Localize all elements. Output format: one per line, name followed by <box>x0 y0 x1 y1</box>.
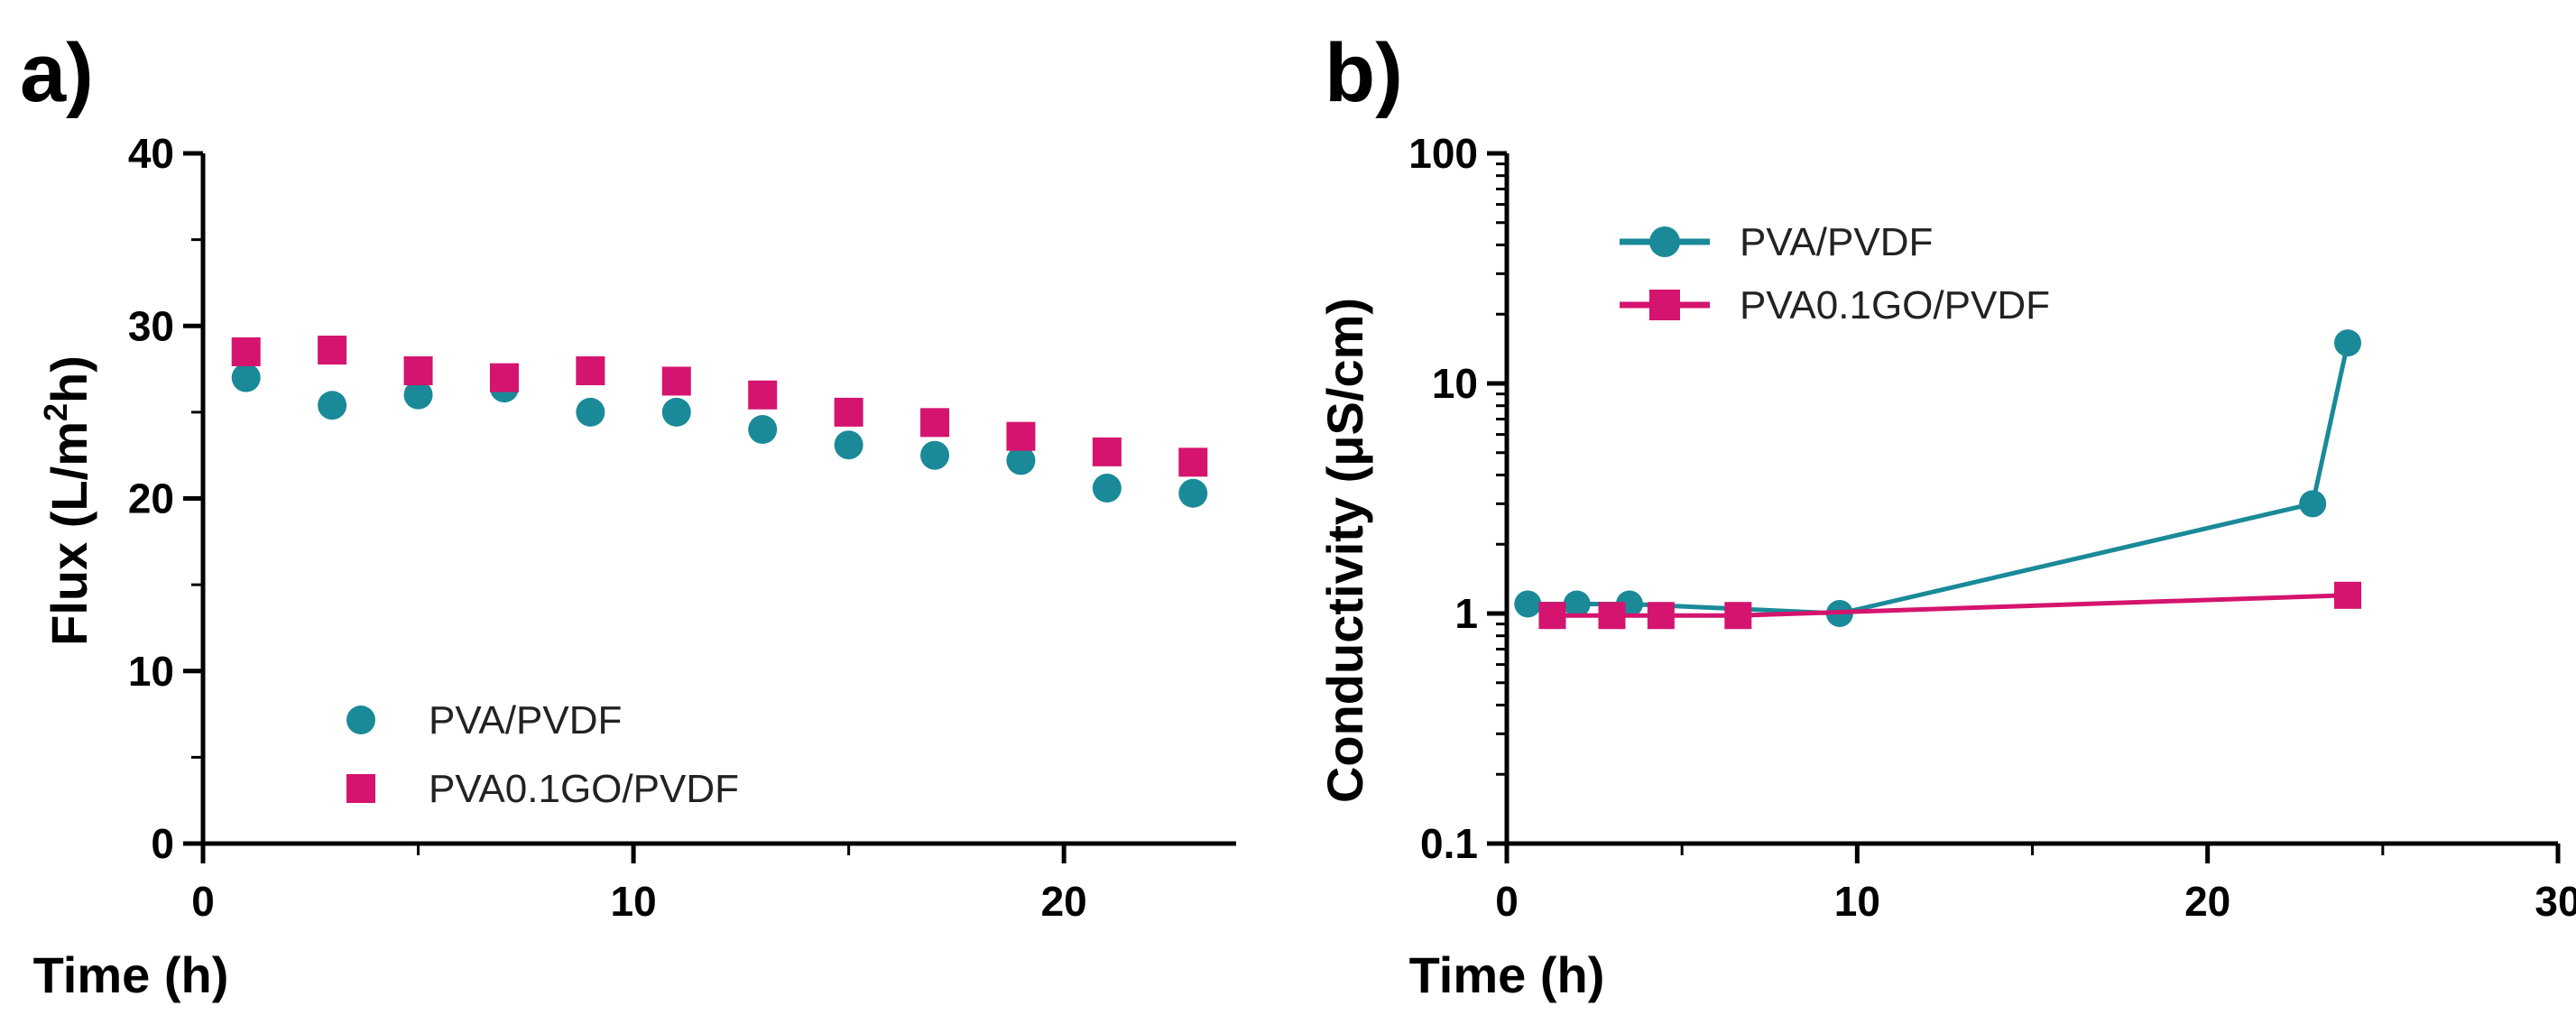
panel-a-legend-label-pva-pvdf: PVA/PVDF <box>429 698 622 743</box>
panel-a-ticks: 0 10 20 0 10 20 30 40 <box>128 130 1087 925</box>
panel-a-axes <box>200 153 1236 846</box>
panel-a-point-pva0-1go-pvdf <box>661 366 691 396</box>
panel-a-legend-marker-pva-pvdf <box>346 706 375 734</box>
panel-b-conductivity-chart: b) Time (h) Conductivity (μS/cm) 0 10 20 30… <box>1316 27 2576 1003</box>
panel-b-point-pva-pvdf <box>1514 590 1542 618</box>
panel-a-point-pva-pvdf <box>403 380 433 410</box>
panel-a-flux-chart: a) Time (h) Flux (L/m2h) 0 10 20010203040 … <box>20 27 1236 1003</box>
panel-b-legend-label-pva-go-pvdf: PVA0.1GO/PVDF <box>1740 283 2050 327</box>
panel-a-point-pva0-1go-pvdf <box>1178 447 1208 477</box>
panel-a-point-pva0-1go-pvdf <box>576 355 605 385</box>
panel-b-point-pva0-1go-pvdf <box>1538 602 1566 630</box>
panel-b-series-pva-go-pvdf <box>1538 581 2361 630</box>
panel-a-point-pva-pvdf <box>661 397 691 427</box>
panel-a-x-tick-label: 10 <box>610 878 656 925</box>
panel-a-point-pva-pvdf <box>576 397 605 427</box>
panel-a-y-axis-title-suffix: h) <box>41 355 97 403</box>
panel-a-point-pva-pvdf <box>318 391 347 420</box>
panel-b-y-tick-label: 0.1 <box>1420 820 1478 867</box>
panel-a-point-pva0-1go-pvdf <box>318 336 347 365</box>
panel-b-label: b) <box>1325 27 1403 119</box>
panel-b-point-pva-pvdf <box>1563 590 1591 618</box>
panel-a-point-pva-pvdf <box>748 415 778 444</box>
panel-b-legend: PVA/PVDF PVA0.1GO/PVDF <box>1620 220 2050 327</box>
panel-b-series-line-pva-pvdf <box>1528 342 2350 616</box>
panel-a-point-pva0-1go-pvdf <box>834 397 863 427</box>
panel-a-point-pva-pvdf <box>834 430 863 460</box>
panel-a-y-tick-label: 10 <box>128 648 174 695</box>
panel-b-point-pva0-1go-pvdf <box>1724 602 1752 630</box>
panel-a-point-pva0-1go-pvdf <box>403 355 433 385</box>
panel-a-legend-label-pva-go-pvdf: PVA0.1GO/PVDF <box>429 767 739 811</box>
panel-b-point-pva-pvdf <box>2334 329 2361 357</box>
panel-a-point-pva0-1go-pvdf <box>231 337 261 366</box>
panel-a-point-pva-pvdf <box>1092 474 1122 503</box>
panel-a-x-tick-label: 20 <box>1041 878 1087 925</box>
panel-a-y-axis-title: Flux (L/m2h) <box>37 355 97 646</box>
panel-b-ticks: 0 10 20 30 0.1 1 10 100 <box>1408 130 2576 925</box>
panel-b-x-tick-label: 0 <box>1495 878 1519 925</box>
panel-b-point-pva-pvdf <box>2299 490 2327 518</box>
panel-a-point-pva0-1go-pvdf <box>748 380 778 410</box>
panel-a-y-tick-label: 0 <box>151 820 174 867</box>
panel-b-x-tick-label: 10 <box>1834 878 1880 925</box>
panel-a-point-pva-pvdf <box>1178 478 1208 508</box>
panel-b-y-tick-label: 1 <box>1454 590 1478 637</box>
panel-a-series-pva-pvdf <box>231 363 1208 508</box>
panel-a-y-axis-title-sup: 2 <box>37 403 74 421</box>
panel-a-point-pva-pvdf <box>231 363 261 392</box>
panel-a-x-tick-label: 0 <box>191 878 215 925</box>
panel-b-point-pva0-1go-pvdf <box>1647 602 1675 630</box>
panel-b-y-tick-label: 10 <box>1432 360 1478 407</box>
panel-a-y-tick-label: 20 <box>128 475 174 522</box>
panel-b-legend-label-pva-pvdf: PVA/PVDF <box>1740 220 1933 264</box>
panel-a-label: a) <box>20 27 94 119</box>
panel-a-point-pva-pvdf <box>920 440 950 470</box>
panel-b-series-pva-pvdf <box>1514 329 2361 627</box>
panel-b-y-tick-label: 100 <box>1408 130 1478 177</box>
panel-b-point-pva0-1go-pvdf <box>1598 602 1626 630</box>
panel-b-point-pva0-1go-pvdf <box>2334 581 2361 609</box>
panel-a-y-tick-label: 30 <box>128 302 174 349</box>
panel-a-legend-marker-pva-go-pvdf <box>346 774 375 803</box>
panel-a-x-axis-title: Time (h) <box>33 946 229 1003</box>
panel-b-y-axis-title: Conductivity (μS/cm) <box>1316 298 1373 803</box>
panel-b-legend-marker-pva-go-pvdf <box>1649 290 1680 320</box>
panel-b-legend-marker-pva-pvdf <box>1649 226 1680 257</box>
panel-a-y-axis-title-prefix: Flux (L/m <box>41 421 97 646</box>
panel-b-x-axis-title: Time (h) <box>1409 946 1605 1003</box>
panel-a-point-pva0-1go-pvdf <box>489 363 519 392</box>
panel-a-series-pva-go-pvdf <box>231 336 1208 477</box>
panel-a-point-pva0-1go-pvdf <box>1092 437 1122 466</box>
panel-a-legend: PVA/PVDF PVA0.1GO/PVDF <box>346 698 739 811</box>
panel-a-point-pva0-1go-pvdf <box>920 408 950 438</box>
panel-b-x-tick-label: 30 <box>2534 878 2576 925</box>
panel-a-y-tick-label: 40 <box>128 130 174 177</box>
panel-b-x-tick-label: 20 <box>2184 878 2230 925</box>
panel-a-point-pva-pvdf <box>1006 446 1036 475</box>
panel-a-point-pva0-1go-pvdf <box>1006 421 1036 451</box>
